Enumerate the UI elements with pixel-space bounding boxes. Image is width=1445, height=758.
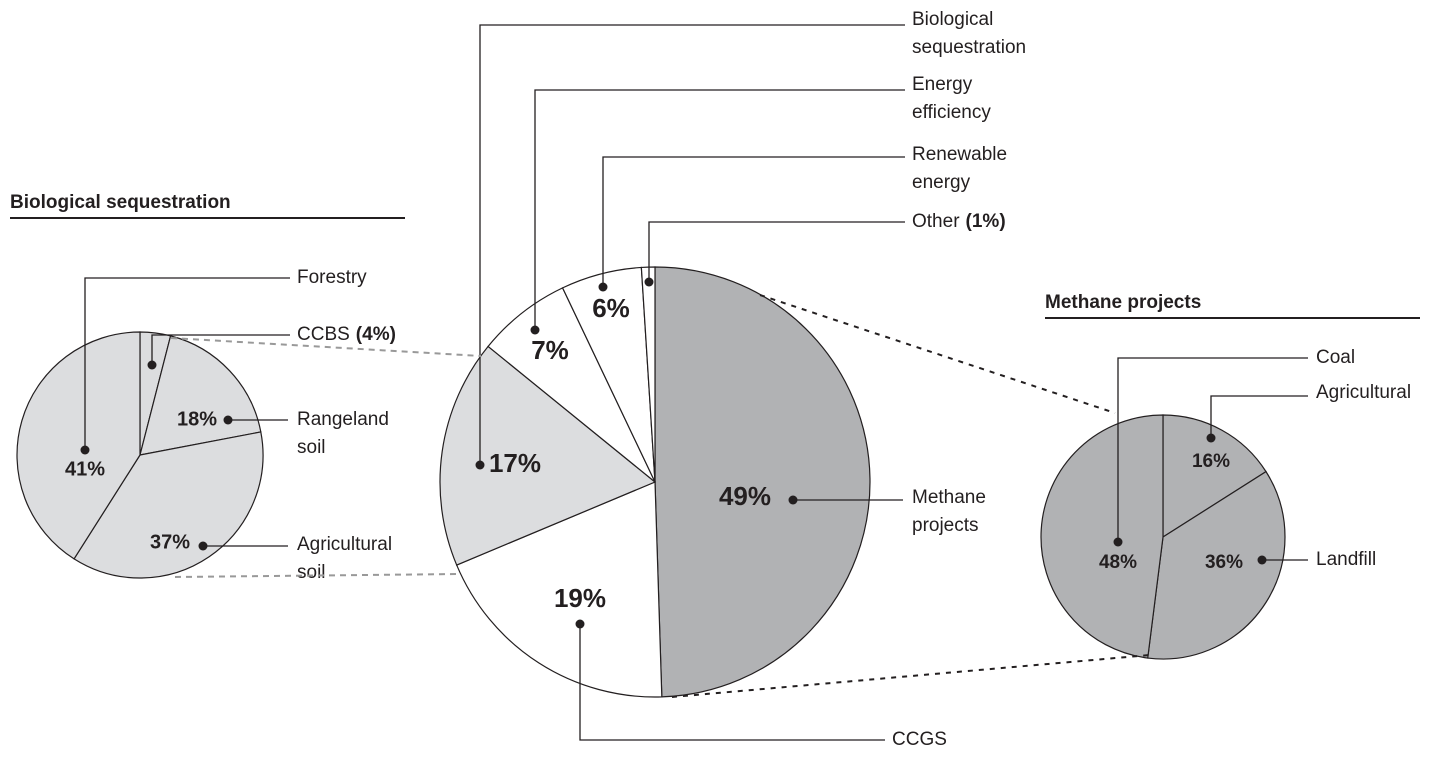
slice-label: CCGS bbox=[892, 729, 947, 750]
pie-slice bbox=[654, 266, 871, 698]
value-label: 37% bbox=[150, 531, 190, 553]
leader-dot bbox=[598, 282, 608, 292]
slice-label: Landfill bbox=[1316, 549, 1376, 570]
slice-label: Forestry bbox=[297, 267, 367, 288]
pie bbox=[1040, 414, 1286, 660]
leader-dot bbox=[644, 277, 654, 287]
pie bbox=[439, 266, 871, 698]
value-label: 16% bbox=[1192, 451, 1230, 472]
connector bbox=[671, 654, 1151, 698]
slice-label: Energy efficiency bbox=[912, 74, 991, 123]
value-label: 41% bbox=[65, 458, 105, 480]
slice-label: CCBS bbox=[297, 324, 350, 345]
value-label: 7% bbox=[531, 335, 569, 365]
value-label: 48% bbox=[1099, 552, 1137, 573]
leader-line bbox=[648, 221, 905, 282]
slice-label: Methane projects bbox=[912, 487, 991, 536]
connector bbox=[759, 294, 1116, 414]
slice-label: Coal bbox=[1316, 347, 1355, 368]
slice-label: Agricultural bbox=[1316, 382, 1411, 403]
value-label: 36% bbox=[1205, 552, 1243, 573]
leader-line bbox=[602, 156, 905, 287]
leader-dot bbox=[575, 619, 585, 629]
chart-title: Biological sequestration bbox=[10, 192, 231, 213]
pie-slice bbox=[1040, 414, 1164, 659]
leader-dot bbox=[475, 460, 485, 470]
value-label: 6% bbox=[592, 293, 630, 323]
leader-dot bbox=[1113, 537, 1123, 547]
pie-slice bbox=[640, 266, 656, 483]
leader-line bbox=[1117, 357, 1308, 542]
pie-slice bbox=[1162, 414, 1267, 539]
leader-dot bbox=[1257, 555, 1267, 565]
value-label: (4%) bbox=[356, 324, 396, 345]
connector bbox=[170, 337, 482, 357]
pie-slice bbox=[439, 345, 657, 566]
leader-dot bbox=[198, 541, 208, 551]
pie-slice bbox=[455, 481, 663, 698]
leader-line bbox=[534, 89, 905, 330]
pie-slice bbox=[73, 431, 264, 579]
leader-dot bbox=[1206, 433, 1216, 443]
leader-dot bbox=[147, 360, 157, 370]
leader-dot bbox=[80, 445, 90, 455]
leader-dot bbox=[788, 495, 798, 505]
slice-label: Other bbox=[912, 211, 960, 232]
pie bbox=[16, 331, 264, 579]
value-label: 19% bbox=[554, 583, 606, 613]
slice-label: Biological sequestration bbox=[912, 9, 1026, 58]
connector bbox=[174, 573, 461, 578]
leader-line bbox=[1210, 395, 1308, 438]
value-label: (1%) bbox=[966, 211, 1006, 232]
chart-title: Methane projects bbox=[1045, 292, 1201, 313]
slice-label: Renewable energy bbox=[912, 144, 1012, 193]
leader-dot bbox=[223, 415, 233, 425]
pie-slice bbox=[139, 335, 262, 456]
slice-label: Agricultural soil bbox=[297, 534, 397, 583]
leader-dot bbox=[530, 325, 540, 335]
pie-slice bbox=[1147, 470, 1286, 660]
slice-label: Rangeland soil bbox=[297, 409, 394, 458]
value-label: 17% bbox=[489, 448, 541, 478]
value-label: 18% bbox=[177, 408, 217, 430]
leader-line bbox=[479, 24, 905, 465]
value-label: 49% bbox=[719, 481, 771, 511]
leader-line bbox=[151, 334, 290, 365]
leader-line bbox=[84, 277, 290, 450]
pie-slice bbox=[16, 331, 141, 560]
leader-line bbox=[579, 624, 885, 741]
